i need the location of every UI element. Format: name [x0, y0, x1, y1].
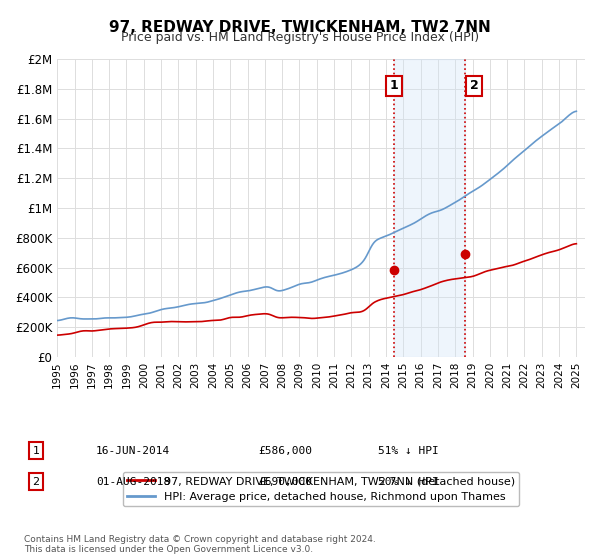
Text: 51% ↓ HPI: 51% ↓ HPI: [378, 446, 439, 456]
Text: 2: 2: [32, 477, 40, 487]
Text: 16-JUN-2014: 16-JUN-2014: [96, 446, 170, 456]
Text: Contains HM Land Registry data © Crown copyright and database right 2024.
This d: Contains HM Land Registry data © Crown c…: [24, 535, 376, 554]
Text: £586,000: £586,000: [258, 446, 312, 456]
Text: 01-AUG-2018: 01-AUG-2018: [96, 477, 170, 487]
Text: £690,000: £690,000: [258, 477, 312, 487]
Text: Price paid vs. HM Land Registry's House Price Index (HPI): Price paid vs. HM Land Registry's House …: [121, 31, 479, 44]
Text: 50% ↓ HPI: 50% ↓ HPI: [378, 477, 439, 487]
Text: 1: 1: [32, 446, 40, 456]
Text: 1: 1: [389, 80, 398, 92]
Text: 2: 2: [470, 80, 478, 92]
Text: 97, REDWAY DRIVE, TWICKENHAM, TW2 7NN: 97, REDWAY DRIVE, TWICKENHAM, TW2 7NN: [109, 20, 491, 35]
Legend: 97, REDWAY DRIVE, TWICKENHAM, TW2 7NN (detached house), HPI: Average price, deta: 97, REDWAY DRIVE, TWICKENHAM, TW2 7NN (d…: [123, 472, 520, 506]
Bar: [394, 59, 465, 357]
